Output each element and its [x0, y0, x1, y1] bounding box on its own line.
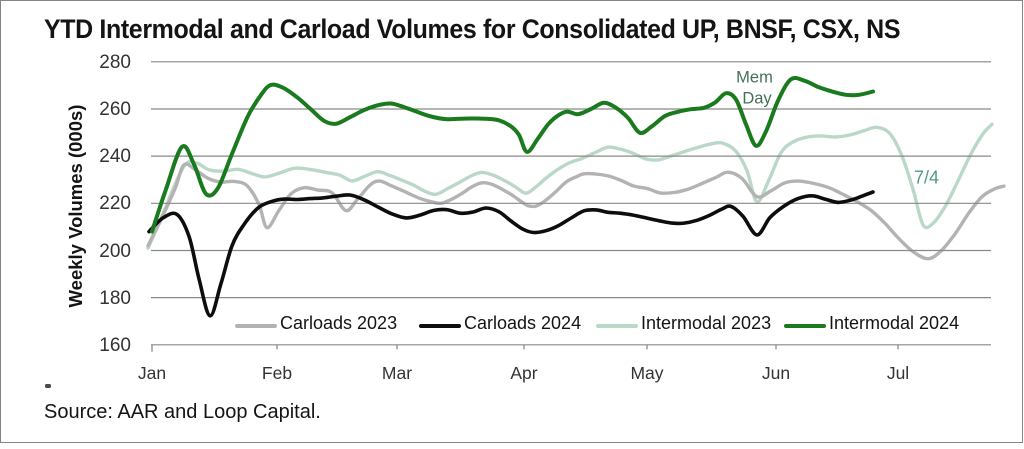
svg-text:Mem: Mem — [736, 69, 773, 87]
svg-text:7/4: 7/4 — [914, 168, 939, 188]
svg-text:Day: Day — [742, 90, 772, 108]
